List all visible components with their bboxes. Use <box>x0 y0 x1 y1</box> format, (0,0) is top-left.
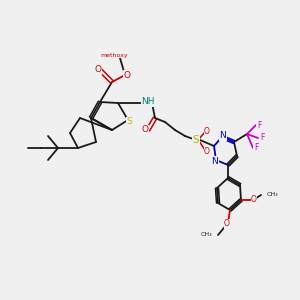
Text: F: F <box>254 143 258 152</box>
Text: O: O <box>204 127 210 136</box>
Text: N: N <box>212 157 218 166</box>
Text: NH: NH <box>141 98 155 106</box>
Text: O: O <box>142 125 148 134</box>
Text: O: O <box>224 220 230 229</box>
Text: F: F <box>257 121 261 130</box>
Text: methoxy: methoxy <box>100 52 128 58</box>
Text: F: F <box>260 134 264 142</box>
Text: S: S <box>193 135 199 145</box>
Text: O: O <box>94 65 101 74</box>
Text: O: O <box>124 70 130 80</box>
Text: N: N <box>220 131 226 140</box>
Text: CH₃: CH₃ <box>200 232 212 238</box>
Text: CH₃: CH₃ <box>267 193 279 197</box>
Text: O: O <box>204 146 210 155</box>
Text: S: S <box>126 118 132 127</box>
Text: O: O <box>251 194 257 203</box>
